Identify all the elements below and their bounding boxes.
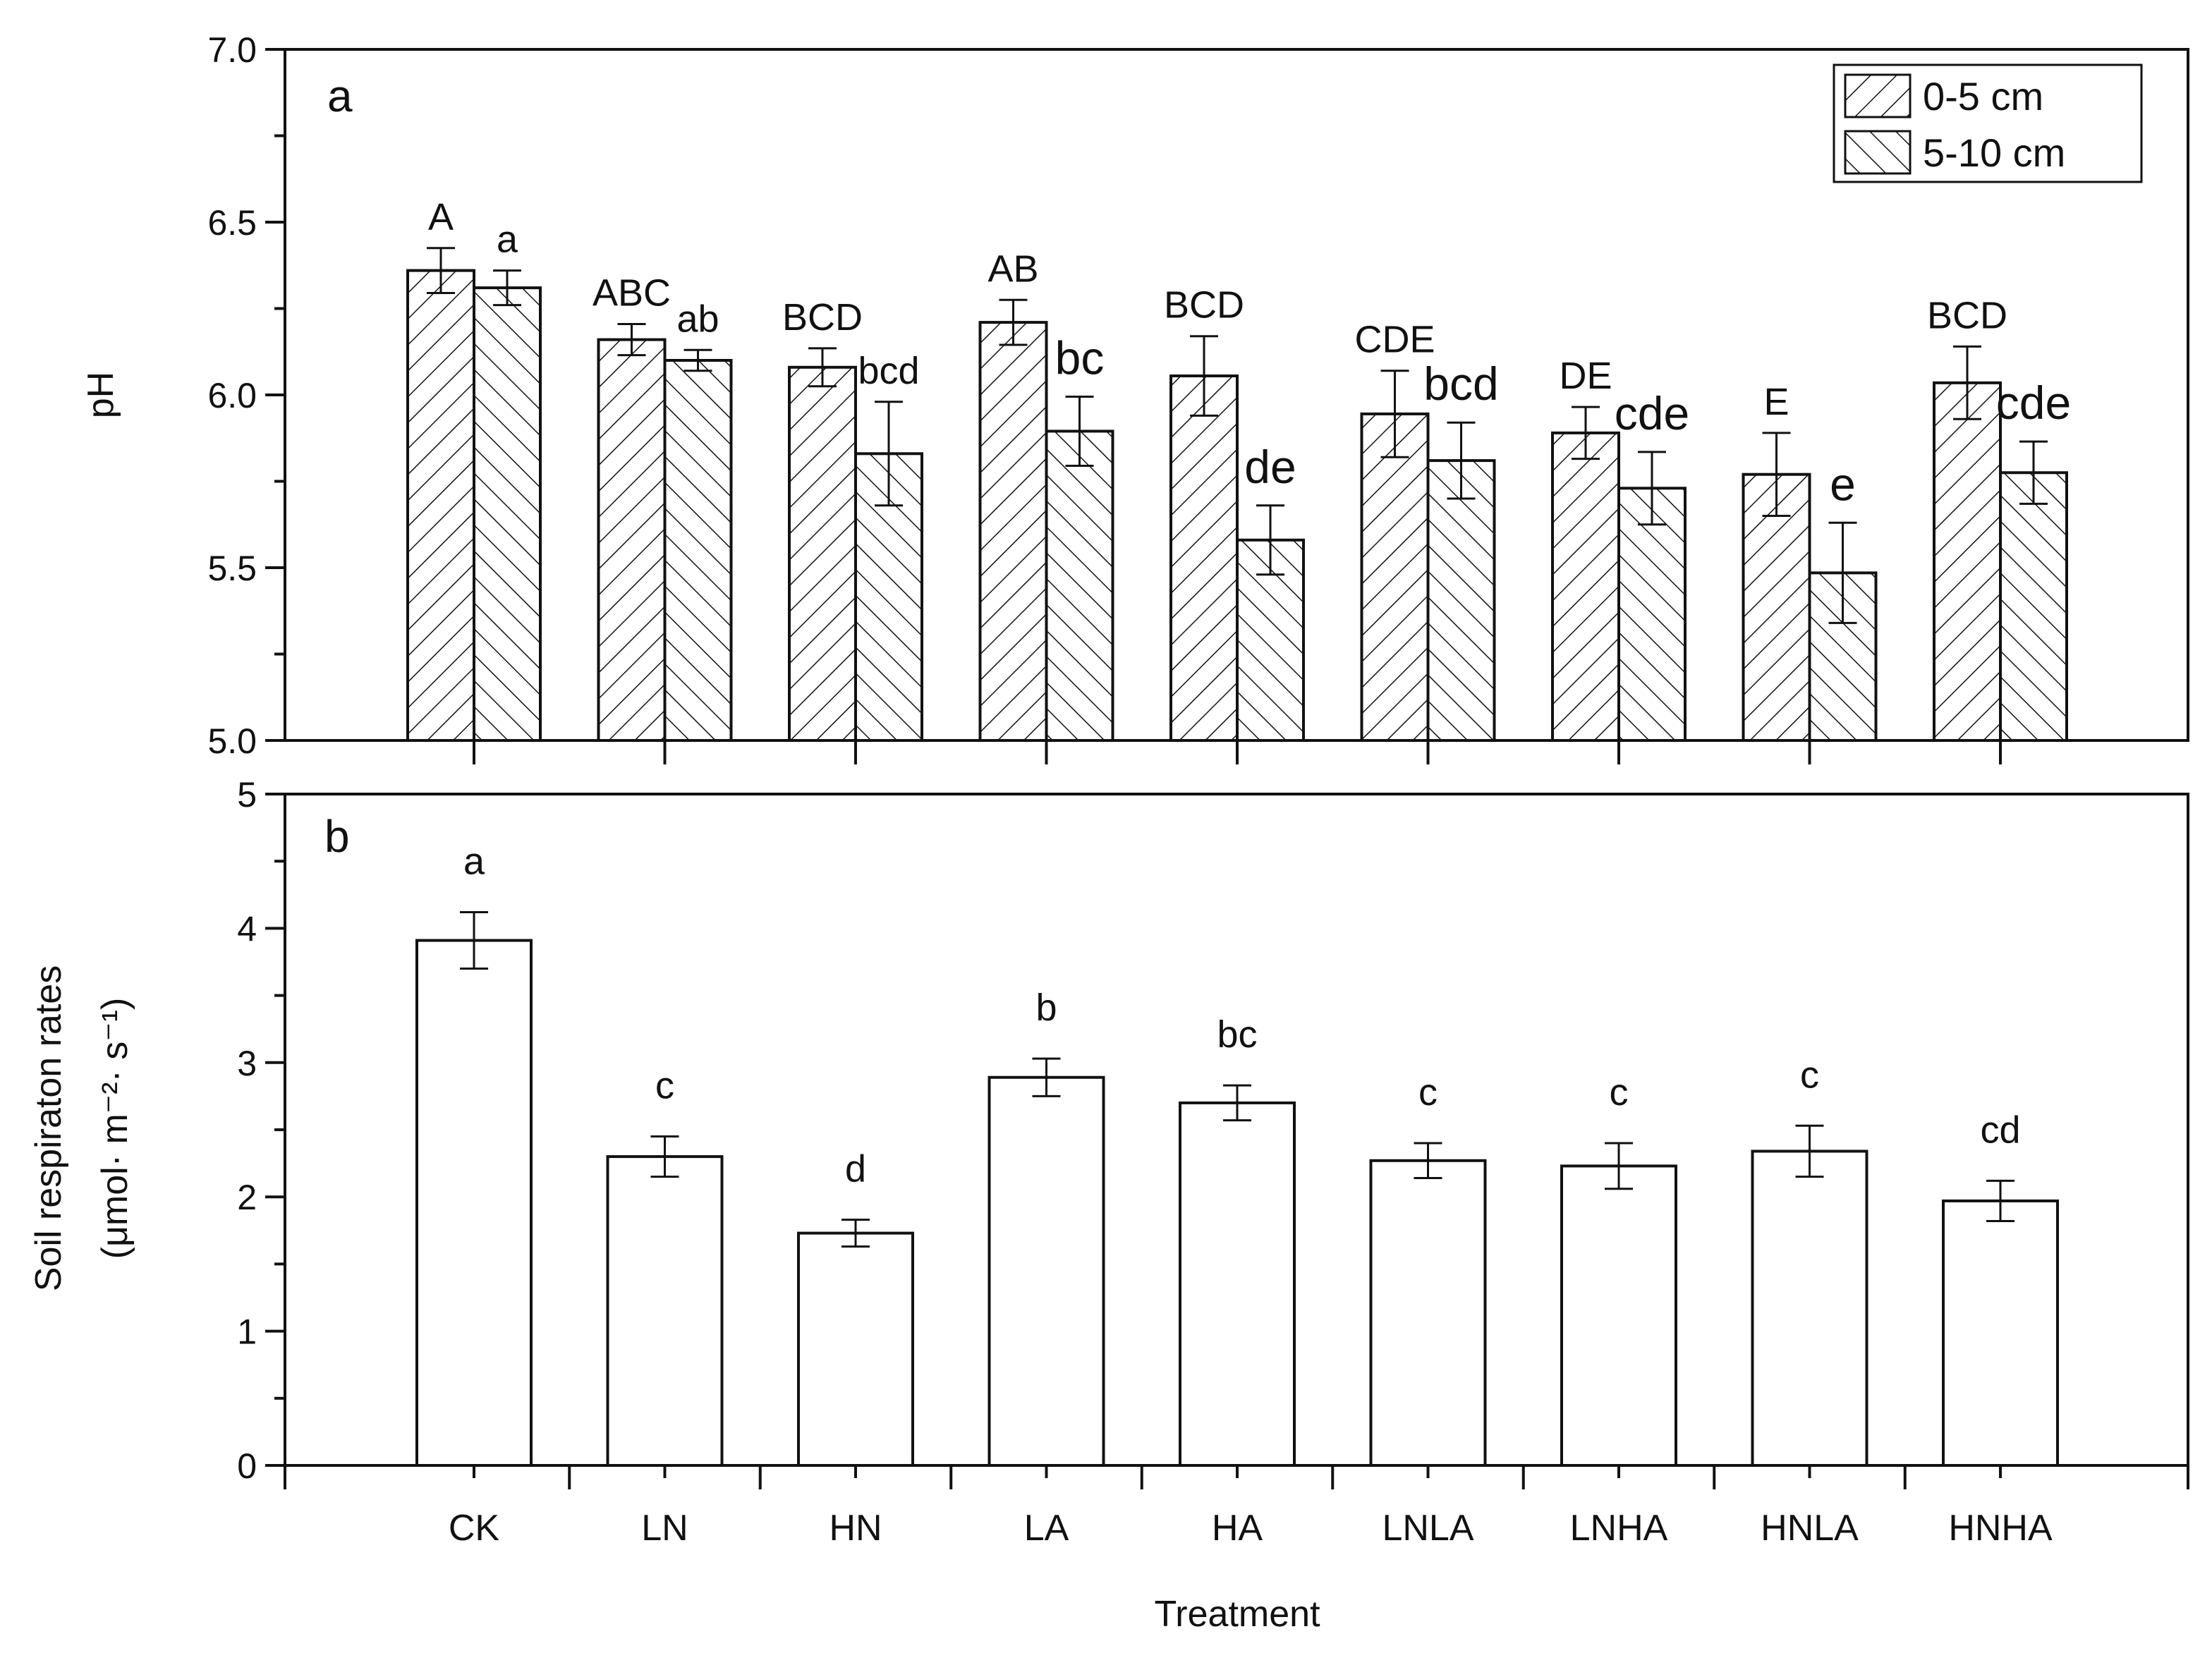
panel-a-ph-chart: 5.05.56.06.57.0 AABCBCDABBCDCDEDEEBCDaab… — [80, 30, 2189, 764]
panel-b-y-tick-label: 4 — [237, 909, 257, 949]
bar-ph-5-10cm-hnha — [1999, 471, 2068, 742]
legend-label-0-5cm: 0-5 cm — [1923, 74, 2043, 118]
significance-letter: AB — [988, 248, 1038, 290]
x-tick-label: HA — [1212, 1508, 1263, 1549]
bar-respiration-hn — [797, 1231, 914, 1468]
significance-letter: A — [428, 196, 454, 238]
significance-letter: c — [1610, 1071, 1629, 1114]
significance-letter: a — [497, 219, 518, 261]
significance-letter: c — [1418, 1071, 1438, 1114]
bar-ph-5-10cm-lnla — [1426, 459, 1496, 742]
significance-letter: d — [845, 1148, 866, 1190]
panel-b-label: b — [324, 811, 350, 862]
x-tick-label: HNHA — [1948, 1508, 2053, 1549]
bar-ph-5-10cm-lnha — [1617, 487, 1687, 742]
panel-b-y-tick-label: 1 — [237, 1312, 257, 1352]
significance-letter: E — [1763, 381, 1789, 423]
panel-a-y-tick-label: 6.0 — [207, 376, 257, 415]
significance-letter: cd — [1980, 1109, 2020, 1151]
significance-letter: e — [1830, 458, 1856, 510]
bar-ph-0-5cm-hnla — [1742, 472, 1811, 742]
x-tick-label: HN — [829, 1508, 882, 1549]
significance-letter: ab — [676, 298, 719, 340]
significance-letter: cde — [1615, 387, 1689, 439]
bar-ph-0-5cm-la — [978, 321, 1048, 743]
legend: 0-5 cm 5-10 cm — [1833, 63, 2143, 183]
bar-ph-0-5cm-ha — [1169, 374, 1239, 742]
x-tick-label: LA — [1024, 1508, 1069, 1549]
significance-letter: bc — [1055, 331, 1105, 384]
significance-letter: cde — [1996, 377, 2071, 429]
bar-respiration-hnha — [1942, 1199, 2059, 1467]
bar-respiration-la — [988, 1075, 1105, 1467]
significance-letter: c — [655, 1065, 674, 1107]
panel-b-y-axis-title-line2: (μmol· m⁻²· s⁻¹) — [95, 998, 135, 1259]
significance-letter: BCD — [1927, 294, 2007, 336]
panel-b-y-axis: 0 1 2 3 4 5 — [237, 775, 285, 1486]
x-axis: CK LN HN LA HA LNLA LNHA HNLA HNHA — [284, 1465, 2189, 1549]
significance-letter: DE — [1559, 355, 1612, 397]
panel-a-y-tick-label: 6.5 — [207, 203, 257, 243]
x-tick-label: LN — [641, 1508, 688, 1549]
panel-b-bars — [415, 911, 2059, 1468]
panel-a-bars — [406, 247, 2068, 743]
legend-swatch-5-10cm — [1844, 130, 1912, 175]
bar-respiration-ln — [606, 1155, 724, 1467]
bar-respiration-hnla — [1751, 1149, 1868, 1467]
significance-letter: CDE — [1354, 319, 1435, 361]
panel-b-y-axis-title-line1: Soil respiraton rates — [28, 965, 69, 1291]
legend-label-5-10cm: 5-10 cm — [1923, 130, 2065, 175]
legend-swatch-0-5cm — [1844, 73, 1912, 118]
x-tick-label: HNLA — [1761, 1508, 1859, 1549]
panel-a-y-tick-label: 7.0 — [207, 30, 257, 70]
panel-a-y-tick-label: 5.0 — [207, 721, 257, 761]
significance-letter: ABC — [592, 272, 671, 315]
panel-a-y-axis: 5.0 5.5 6.0 6.5 7.0 — [207, 30, 2002, 764]
bar-ph-0-5cm-hn — [788, 365, 857, 742]
x-axis-title: Treatment — [1154, 1594, 1320, 1635]
bar-respiration-lnla — [1369, 1159, 1487, 1467]
significance-letter: bcd — [1423, 358, 1498, 410]
panel-a-y-tick-label: 5.5 — [207, 549, 257, 588]
bar-respiration-ck — [415, 939, 533, 1467]
significance-letter: c — [1800, 1054, 1819, 1096]
significance-letter: bcd — [858, 350, 919, 392]
panel-a-label: a — [327, 71, 353, 121]
significance-letter: a — [463, 841, 485, 883]
panel-b-y-tick-label: 3 — [237, 1044, 257, 1083]
significance-letter: BCD — [1164, 284, 1244, 327]
significance-letter: b — [1035, 987, 1057, 1029]
bar-ph-5-10cm-la — [1045, 429, 1114, 742]
bar-ph-0-5cm-hnha — [1933, 381, 2002, 742]
significance-letter: bc — [1217, 1013, 1257, 1056]
x-tick-label: CK — [449, 1508, 500, 1549]
panel-b-y-tick-label: 0 — [237, 1446, 257, 1486]
bar-ph-0-5cm-lnla — [1360, 412, 1430, 742]
bar-ph-0-5cm-ck — [406, 269, 475, 743]
x-tick-label: LNLA — [1382, 1508, 1473, 1549]
bar-ph-5-10cm-ln — [663, 359, 733, 742]
bar-ph-5-10cm-ck — [473, 286, 542, 743]
panel-a-significance-letters: A ABC BCD AB BCD CDE DE E BCD a ab bcd bc de bcd cde e cd… — [428, 196, 2071, 511]
significance-letter: de — [1244, 441, 1296, 493]
bar-respiration-ha — [1179, 1101, 1296, 1468]
significance-letter: BCD — [782, 296, 863, 338]
x-tick-label: LNHA — [1570, 1508, 1668, 1549]
panel-a-y-axis-title: pH — [80, 372, 121, 418]
bar-respiration-lnha — [1560, 1164, 1677, 1467]
panel-b-y-tick-label: 2 — [237, 1178, 257, 1217]
bar-ph-0-5cm-lnha — [1551, 431, 1620, 743]
bar-ph-0-5cm-ln — [597, 338, 667, 743]
panel-b-y-tick-label: 5 — [237, 775, 257, 815]
